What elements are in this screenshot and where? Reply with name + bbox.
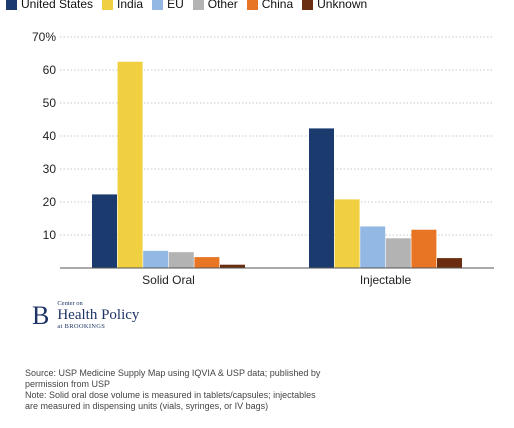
legend-item-unknown: Unknown bbox=[302, 0, 367, 11]
legend-label: United States bbox=[21, 0, 94, 11]
bar-chart: 10 20 30 40 50 60 70% Solid Oral Injectable bbox=[32, 30, 494, 287]
legend-swatch bbox=[152, 0, 164, 10]
legend-swatch bbox=[102, 0, 114, 10]
legend-item-united-states: United States bbox=[6, 0, 93, 11]
measurement-note: Note: Solid oral dose volume is measured… bbox=[25, 390, 316, 411]
y-tick-label: 30 bbox=[43, 162, 57, 176]
bar-eu bbox=[143, 250, 169, 268]
legend-label: EU bbox=[167, 0, 184, 11]
legend-item-china: China bbox=[246, 0, 294, 11]
legend-swatch bbox=[246, 0, 258, 10]
bar-unknown bbox=[437, 258, 462, 268]
y-tick-label: 50 bbox=[43, 96, 57, 110]
chart-legend: United States India EU Other China Unknown bbox=[6, 0, 376, 11]
legend-swatch bbox=[302, 0, 314, 10]
legend-item-other: Other bbox=[192, 0, 238, 11]
y-tick-label: 60 bbox=[43, 63, 57, 77]
bar-india bbox=[334, 199, 360, 268]
y-tick-label: 20 bbox=[43, 195, 57, 209]
x-tick-label: Solid Oral bbox=[142, 273, 195, 287]
x-tick-label: Injectable bbox=[360, 273, 412, 287]
bar-united-states bbox=[92, 194, 117, 268]
source-note: Source: USP Medicine Supply Map using IQ… bbox=[25, 368, 321, 389]
bar-unknown bbox=[220, 264, 245, 268]
y-tick-label: 40 bbox=[43, 129, 57, 143]
logo-sub-text: at BROOKINGS bbox=[57, 323, 106, 330]
chart-notes: Source: USP Medicine Supply Map using IQ… bbox=[25, 368, 325, 412]
y-tick-label: 70% bbox=[32, 30, 56, 44]
legend-label: Other bbox=[207, 0, 238, 11]
legend-label: China bbox=[261, 0, 294, 11]
y-tick-label: 10 bbox=[43, 228, 57, 242]
legend-item-india: India bbox=[102, 0, 143, 11]
bar-other bbox=[168, 252, 194, 268]
logo-letter: B bbox=[32, 301, 50, 330]
legend-item-eu: EU bbox=[152, 0, 184, 11]
brookings-logo: B Center on Health Policy at BROOKINGS bbox=[32, 300, 139, 331]
logo-small-text: Center on bbox=[57, 300, 83, 307]
bar-eu bbox=[360, 226, 386, 268]
legend-swatch bbox=[192, 0, 204, 10]
logo-main-text: Health Policy bbox=[57, 307, 140, 323]
bar-other bbox=[385, 238, 411, 268]
bar-china bbox=[411, 229, 437, 268]
legend-label: Unknown bbox=[317, 0, 368, 11]
legend-swatch bbox=[6, 0, 17, 10]
bar-india bbox=[117, 61, 143, 268]
bar-united-states bbox=[309, 128, 334, 268]
bar-china bbox=[194, 257, 220, 268]
legend-label: India bbox=[117, 0, 144, 11]
